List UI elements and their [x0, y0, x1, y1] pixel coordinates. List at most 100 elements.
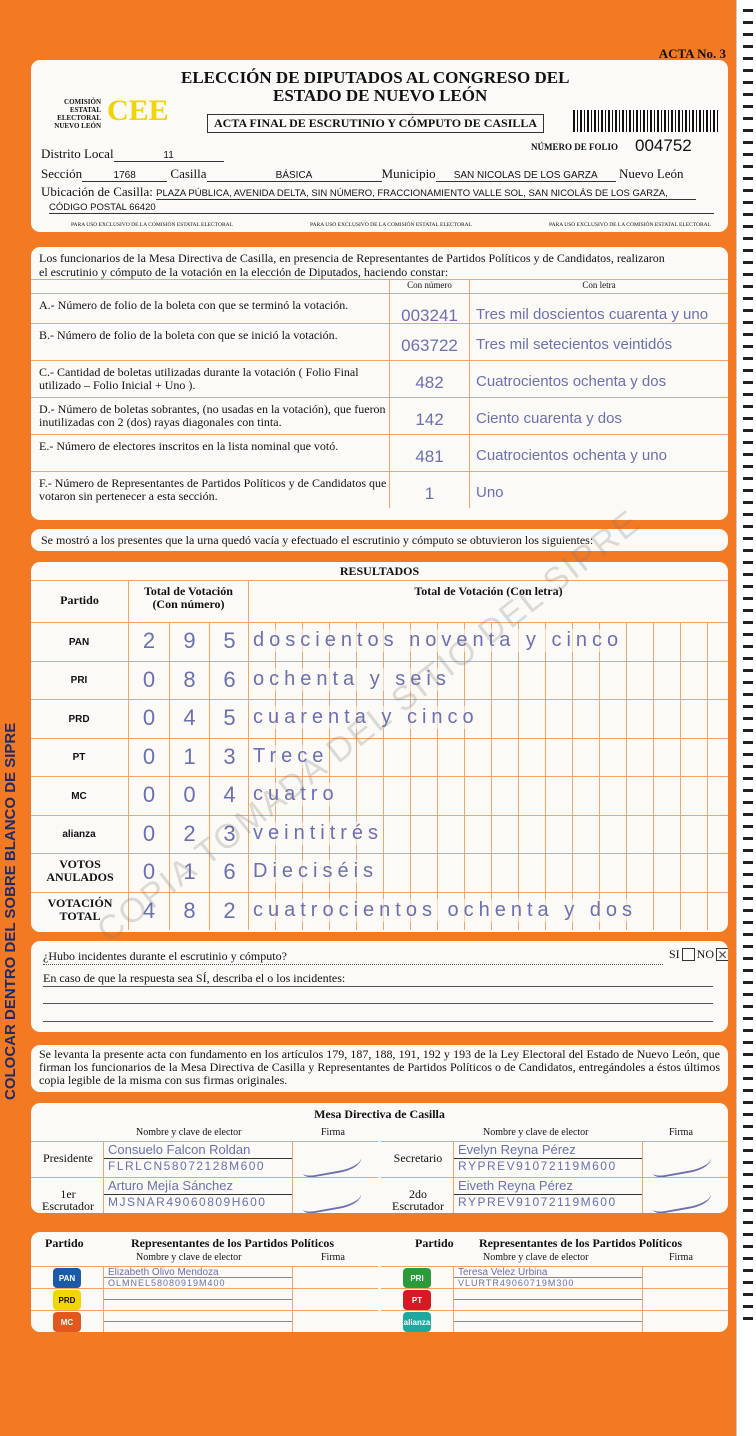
signature[interactable]: [649, 1141, 713, 1179]
rep-row: alianza: [381, 1310, 728, 1332]
perforation-mark: [743, 861, 753, 864]
rep-clave[interactable]: VLURTR49060719M300: [458, 1278, 575, 1288]
intro-line-2: el escrutinio y cómputo de la votación e…: [39, 265, 449, 279]
col-letra: Con letra: [469, 280, 728, 293]
digit-box: 4: [209, 777, 249, 815]
row-text: Ciento cuarenta y dos: [476, 410, 622, 427]
rep-name[interactable]: [104, 1289, 292, 1300]
col-firma: Firma: [321, 1127, 345, 1138]
col-partido: Partido: [60, 593, 99, 607]
representantes-panel: Partido Representantes de los Partidos P…: [31, 1232, 728, 1332]
rep-name[interactable]: [454, 1311, 642, 1322]
perforation-mark: [743, 1197, 753, 1200]
digit-box: 2: [142, 628, 156, 653]
rep-name[interactable]: Elizabeth Olivo Mendoza: [104, 1267, 292, 1278]
perforation-mark: [743, 357, 753, 360]
acta-subtitle: ACTA FINAL DE ESCRUTINIO Y CÓMPUTO DE CA…: [207, 114, 545, 133]
perforation-mark: [743, 477, 753, 480]
perforated-edge: [736, 0, 756, 1436]
no-checkbox-checked[interactable]: ✕: [716, 948, 728, 962]
perforation-mark: [743, 261, 753, 264]
perforation-mark: [743, 645, 753, 648]
perforation-mark: [743, 81, 753, 84]
rep-row: PAN Elizabeth Olivo Mendoza OLMNEL580809…: [31, 1266, 378, 1288]
row-number: 481: [415, 447, 444, 466]
signature[interactable]: [299, 1141, 363, 1179]
member-name: Eiveth Reyna Pérez: [454, 1178, 642, 1195]
mesa-member: Secretario Evelyn Reyna Pérez RYPREV9107…: [381, 1141, 728, 1179]
constancia-panel: Los funcionarios de la Mesa Directiva de…: [31, 247, 728, 520]
exclusive-note: PARA USO EXCLUSIVO DE LA COMISIÓN ESTATA…: [71, 222, 233, 228]
perforation-mark: [743, 393, 753, 396]
perforation-mark: [743, 105, 753, 108]
municipio-value: SAN NICOLAS DE LOS GARZA: [435, 170, 616, 182]
mesa-member: 2do Escrutador Eiveth Reyna Pérez RYPREV…: [381, 1177, 728, 1213]
mesa-title: Mesa Directiva de Casilla: [314, 1107, 445, 1121]
perforation-mark: [743, 429, 753, 432]
perforation-mark: [743, 945, 753, 948]
incidentes-line: [43, 1021, 713, 1022]
perforation-mark: [743, 657, 753, 660]
side-instruction: COLOCAR DENTRO DEL SOBRE BLANCO DE SIPRE: [2, 722, 19, 1100]
perforation-mark: [743, 177, 753, 180]
distrito-value: 11: [113, 150, 224, 162]
perforation-mark: [743, 897, 753, 900]
seccion-label: Sección: [41, 166, 83, 181]
casilla-label: Casilla: [170, 166, 207, 181]
acta-number: ACTA No. 3: [658, 46, 726, 61]
perforation-mark: [743, 741, 753, 744]
row-label: VOTACIÓN TOTAL: [47, 895, 113, 923]
casilla-value: BÁSICA: [206, 170, 382, 182]
rep-name[interactable]: [454, 1289, 642, 1300]
perforation-mark: [743, 1269, 753, 1272]
member-name: Evelyn Reyna Pérez: [454, 1142, 642, 1159]
perforation-mark: [743, 825, 753, 828]
perforation-mark: [743, 753, 753, 756]
header-panel: ELECCIÓN DE DIPUTADOS AL CONGRESO DEL ES…: [31, 60, 728, 232]
perforation-mark: [743, 513, 753, 516]
digit-box: 1: [169, 738, 209, 776]
pri-logo-icon: PRI: [403, 1268, 431, 1288]
row-number: 142: [415, 410, 444, 429]
perforation-mark: [743, 633, 753, 636]
col-nombre: Nombre y clave de elector: [136, 1252, 242, 1263]
perforation-mark: [743, 777, 753, 780]
perforation-mark: [743, 273, 753, 276]
rep-name[interactable]: Teresa Velez Urbina: [454, 1267, 642, 1278]
digit-box: 9: [169, 623, 209, 661]
si-checkbox[interactable]: [681, 948, 695, 961]
perforation-mark: [743, 609, 753, 612]
perforation-mark: [743, 285, 753, 288]
perforation-mark: [743, 501, 753, 504]
title-line-1: ELECCIÓN DE DIPUTADOS AL CONGRESO DEL: [181, 68, 570, 87]
perforation-mark: [743, 249, 753, 252]
perforation-mark: [743, 57, 753, 60]
perforation-mark: [743, 297, 753, 300]
member-name: Consuelo Falcon Roldan: [104, 1142, 292, 1159]
digit-box: 0: [169, 777, 209, 815]
intro-line-1: Los funcionarios de la Mesa Directiva de…: [39, 251, 665, 265]
constancia-row: F.- Número de Representantes de Partidos…: [31, 471, 728, 508]
si-label: SI: [669, 947, 680, 961]
signature[interactable]: [299, 1177, 363, 1213]
mc-logo-icon: MC: [53, 1312, 81, 1332]
digit-box: 0: [142, 820, 156, 846]
row-label: E.- Número de electores inscritos en la …: [39, 439, 339, 453]
digit-box: 3: [209, 738, 249, 776]
col-nombre: Nombre y clave de elector: [136, 1127, 242, 1138]
row-number: 063722: [401, 336, 458, 355]
col-firma: Firma: [321, 1252, 345, 1263]
signature[interactable]: [649, 1177, 713, 1213]
constancia-row: E.- Número de electores inscritos en la …: [31, 434, 728, 471]
digit-box: 0: [142, 666, 156, 692]
rep-name[interactable]: [104, 1311, 292, 1322]
perforation-mark: [743, 885, 753, 888]
fundamento-panel: Se levanta la presente acta con fundamen…: [31, 1045, 728, 1092]
perforation-mark: [743, 525, 753, 528]
rep-clave[interactable]: OLMNEL58080919M400: [108, 1278, 226, 1288]
member-clave: RYPREV91072119M600: [458, 1195, 617, 1209]
role-label: 2do Escrutador: [392, 1187, 444, 1213]
folio-label: NÚMERO DE FOLIO: [531, 142, 619, 152]
